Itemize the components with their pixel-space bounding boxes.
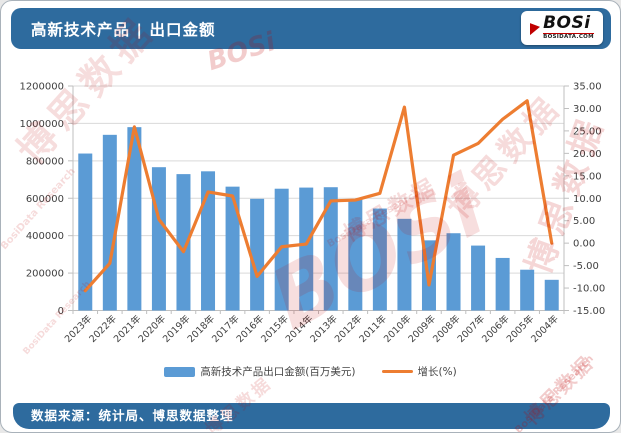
x-axis-label: 2004年 — [529, 312, 562, 345]
right-axis-label: -15.00 — [573, 306, 605, 317]
right-axis-label: 25.00 — [573, 126, 602, 137]
bar-2014年 — [299, 187, 314, 311]
bar-2013年 — [323, 187, 338, 311]
bar-2019年 — [176, 174, 191, 311]
left-axis-label: 800000 — [26, 156, 64, 167]
left-axis-label: 200000 — [26, 269, 64, 280]
logo-name: BOSi — [543, 13, 591, 34]
right-axis-label: -10.00 — [573, 284, 605, 295]
bar-2005年 — [520, 269, 535, 311]
bar-2004年 — [544, 279, 559, 311]
bar-2015年 — [274, 188, 289, 311]
bar-2023年 — [78, 153, 93, 311]
chart-legend: 高新技术产品出口金额(百万美元) 增长(%) — [1, 364, 620, 379]
bar-2006年 — [495, 257, 510, 311]
right-axis-label: 20.00 — [573, 149, 602, 160]
left-axis-label: 0 — [58, 306, 64, 317]
right-axis-label: 30.00 — [573, 104, 602, 115]
left-axis-label: 1000000 — [19, 119, 64, 130]
logo-text: BOSi BOSIDATA.COM — [543, 15, 594, 41]
bar-2012年 — [348, 198, 363, 311]
right-axis-label: 35.00 — [573, 82, 602, 93]
right-axis-label: 0.00 — [573, 239, 595, 250]
legend-item-export: 高新技术产品出口金额(百万美元) — [164, 364, 356, 379]
bar-2018年 — [201, 171, 216, 311]
legend-line-swatch — [381, 370, 413, 373]
right-axis-label: 10.00 — [573, 194, 602, 205]
growth-line — [83, 99, 554, 293]
legend-bar-label: 高新技术产品出口金额(百万美元) — [200, 366, 356, 378]
left-axis-label: 600000 — [26, 194, 64, 205]
bar-2011年 — [372, 208, 387, 311]
legend-item-growth: 增长(%) — [381, 364, 457, 379]
footer-band: 数据来源：统计局、博思数据整理 — [13, 403, 610, 429]
bar-2021年 — [127, 127, 142, 311]
bar-2017年 — [225, 186, 240, 311]
header-band: 高新技术产品 | 出口金额 BOSi BOSIDATA.COM — [11, 8, 611, 49]
left-axis-label: 400000 — [26, 231, 64, 242]
logo-domain: BOSIDATA.COM — [543, 33, 594, 41]
bosi-logo: BOSi BOSIDATA.COM — [521, 11, 603, 45]
bar-2020年 — [151, 167, 166, 311]
right-axis-label: -5.00 — [573, 261, 599, 272]
data-source-text: 数据来源：统计局、博思数据整理 — [31, 408, 234, 423]
right-axis-label: 15.00 — [573, 171, 602, 182]
legend-bar-swatch — [164, 366, 196, 377]
bar-2022年 — [102, 134, 117, 311]
bar-2010年 — [397, 218, 412, 311]
bar-2007年 — [471, 245, 486, 311]
left-axis-label: 1200000 — [19, 82, 64, 93]
bar-2008年 — [446, 233, 461, 311]
right-axis-label: 5.00 — [573, 216, 595, 227]
page-title: 高新技术产品 | 出口金额 — [31, 20, 216, 39]
bar-2016年 — [250, 198, 265, 311]
legend-line-label: 增长(%) — [417, 366, 457, 378]
